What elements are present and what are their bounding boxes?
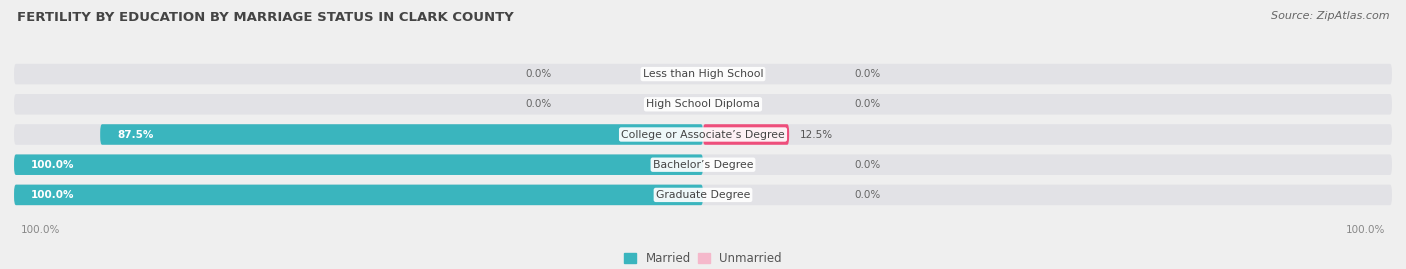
Text: 0.0%: 0.0% — [526, 69, 551, 79]
Text: 12.5%: 12.5% — [800, 129, 832, 140]
Text: 0.0%: 0.0% — [855, 69, 880, 79]
FancyBboxPatch shape — [14, 64, 1392, 84]
Text: 0.0%: 0.0% — [855, 160, 880, 170]
FancyBboxPatch shape — [100, 124, 703, 145]
Text: Less than High School: Less than High School — [643, 69, 763, 79]
FancyBboxPatch shape — [14, 94, 1392, 115]
Text: Source: ZipAtlas.com: Source: ZipAtlas.com — [1271, 11, 1389, 21]
Text: 0.0%: 0.0% — [855, 190, 880, 200]
Text: Graduate Degree: Graduate Degree — [655, 190, 751, 200]
Text: Bachelor’s Degree: Bachelor’s Degree — [652, 160, 754, 170]
Legend: Married, Unmarried: Married, Unmarried — [620, 247, 786, 269]
Text: 100.0%: 100.0% — [21, 225, 60, 235]
FancyBboxPatch shape — [14, 124, 1392, 145]
Text: 0.0%: 0.0% — [855, 99, 880, 109]
FancyBboxPatch shape — [14, 185, 703, 205]
Text: 87.5%: 87.5% — [117, 129, 153, 140]
Text: High School Diploma: High School Diploma — [647, 99, 759, 109]
Text: College or Associate’s Degree: College or Associate’s Degree — [621, 129, 785, 140]
FancyBboxPatch shape — [703, 124, 789, 145]
Text: FERTILITY BY EDUCATION BY MARRIAGE STATUS IN CLARK COUNTY: FERTILITY BY EDUCATION BY MARRIAGE STATU… — [17, 11, 513, 24]
FancyBboxPatch shape — [14, 185, 1392, 205]
FancyBboxPatch shape — [14, 154, 1392, 175]
FancyBboxPatch shape — [14, 154, 703, 175]
Text: 100.0%: 100.0% — [31, 160, 75, 170]
Text: 100.0%: 100.0% — [31, 190, 75, 200]
Text: 100.0%: 100.0% — [1346, 225, 1385, 235]
Text: 0.0%: 0.0% — [526, 99, 551, 109]
